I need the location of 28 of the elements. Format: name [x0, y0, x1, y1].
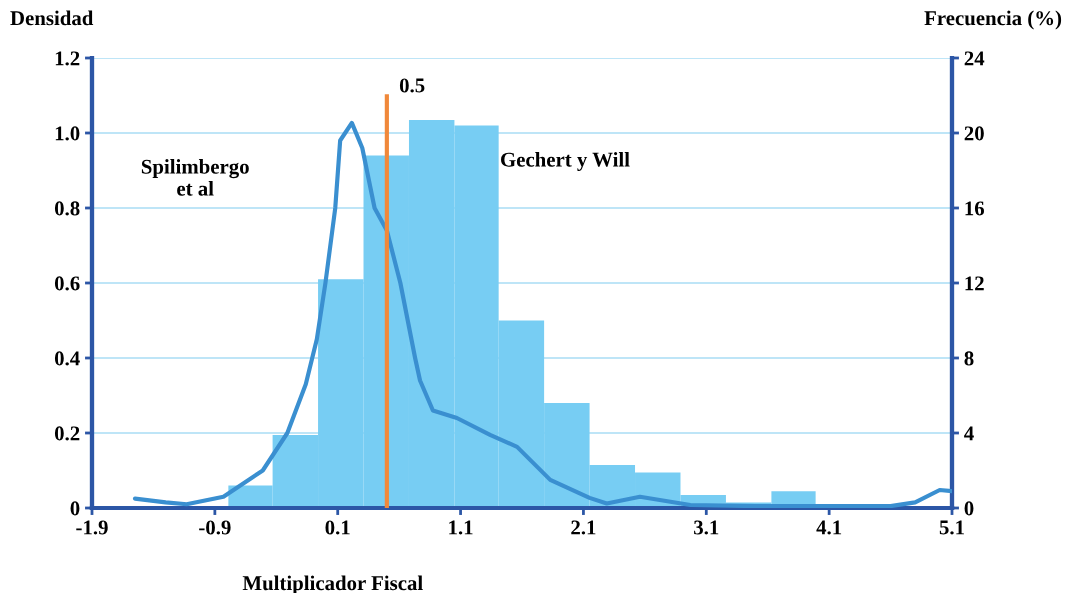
x-tick-label: 2.1	[571, 520, 596, 535]
y2-tick-label: 20	[964, 126, 984, 141]
x-tick-label: 3.1	[694, 520, 719, 535]
x-tick-label: 5.1	[939, 520, 964, 535]
y-tick-label: 0.4	[54, 351, 80, 366]
y2-tick-label: 8	[964, 351, 974, 366]
y2-tick-label: 0	[964, 501, 974, 516]
y-tick-label: 0.8	[54, 201, 80, 216]
ref-line-label: 0.5	[399, 78, 425, 93]
x-tick-label: -0.9	[199, 520, 231, 535]
y-tick-label: 1.0	[55, 126, 80, 141]
y2-tick-label: 4	[964, 426, 974, 441]
y-tick-label: 0.2	[54, 426, 80, 441]
x-tick-label: 1.1	[449, 520, 473, 535]
y-tick-label: 1.2	[55, 51, 80, 66]
x-tick-label: 0.1	[325, 520, 350, 535]
y-tick-label: 0	[70, 501, 80, 516]
x-tick-label: 4.1	[816, 520, 842, 535]
y2-tick-label: 24	[964, 51, 985, 66]
y2-tick-label: 16	[965, 201, 985, 216]
annotation: Gechert y Will	[501, 152, 630, 171]
y-axis-title: Densidad	[10, 10, 94, 26]
y2-tick-label: 12	[965, 276, 984, 291]
line-series	[132, 120, 952, 508]
annotation: Spilimbergo et al	[141, 159, 249, 196]
x-tick-label: -1.9	[76, 520, 108, 535]
y-tick-label: 0.6	[54, 276, 80, 291]
y2-axis-title: Frecuencia (%)	[924, 10, 1062, 30]
